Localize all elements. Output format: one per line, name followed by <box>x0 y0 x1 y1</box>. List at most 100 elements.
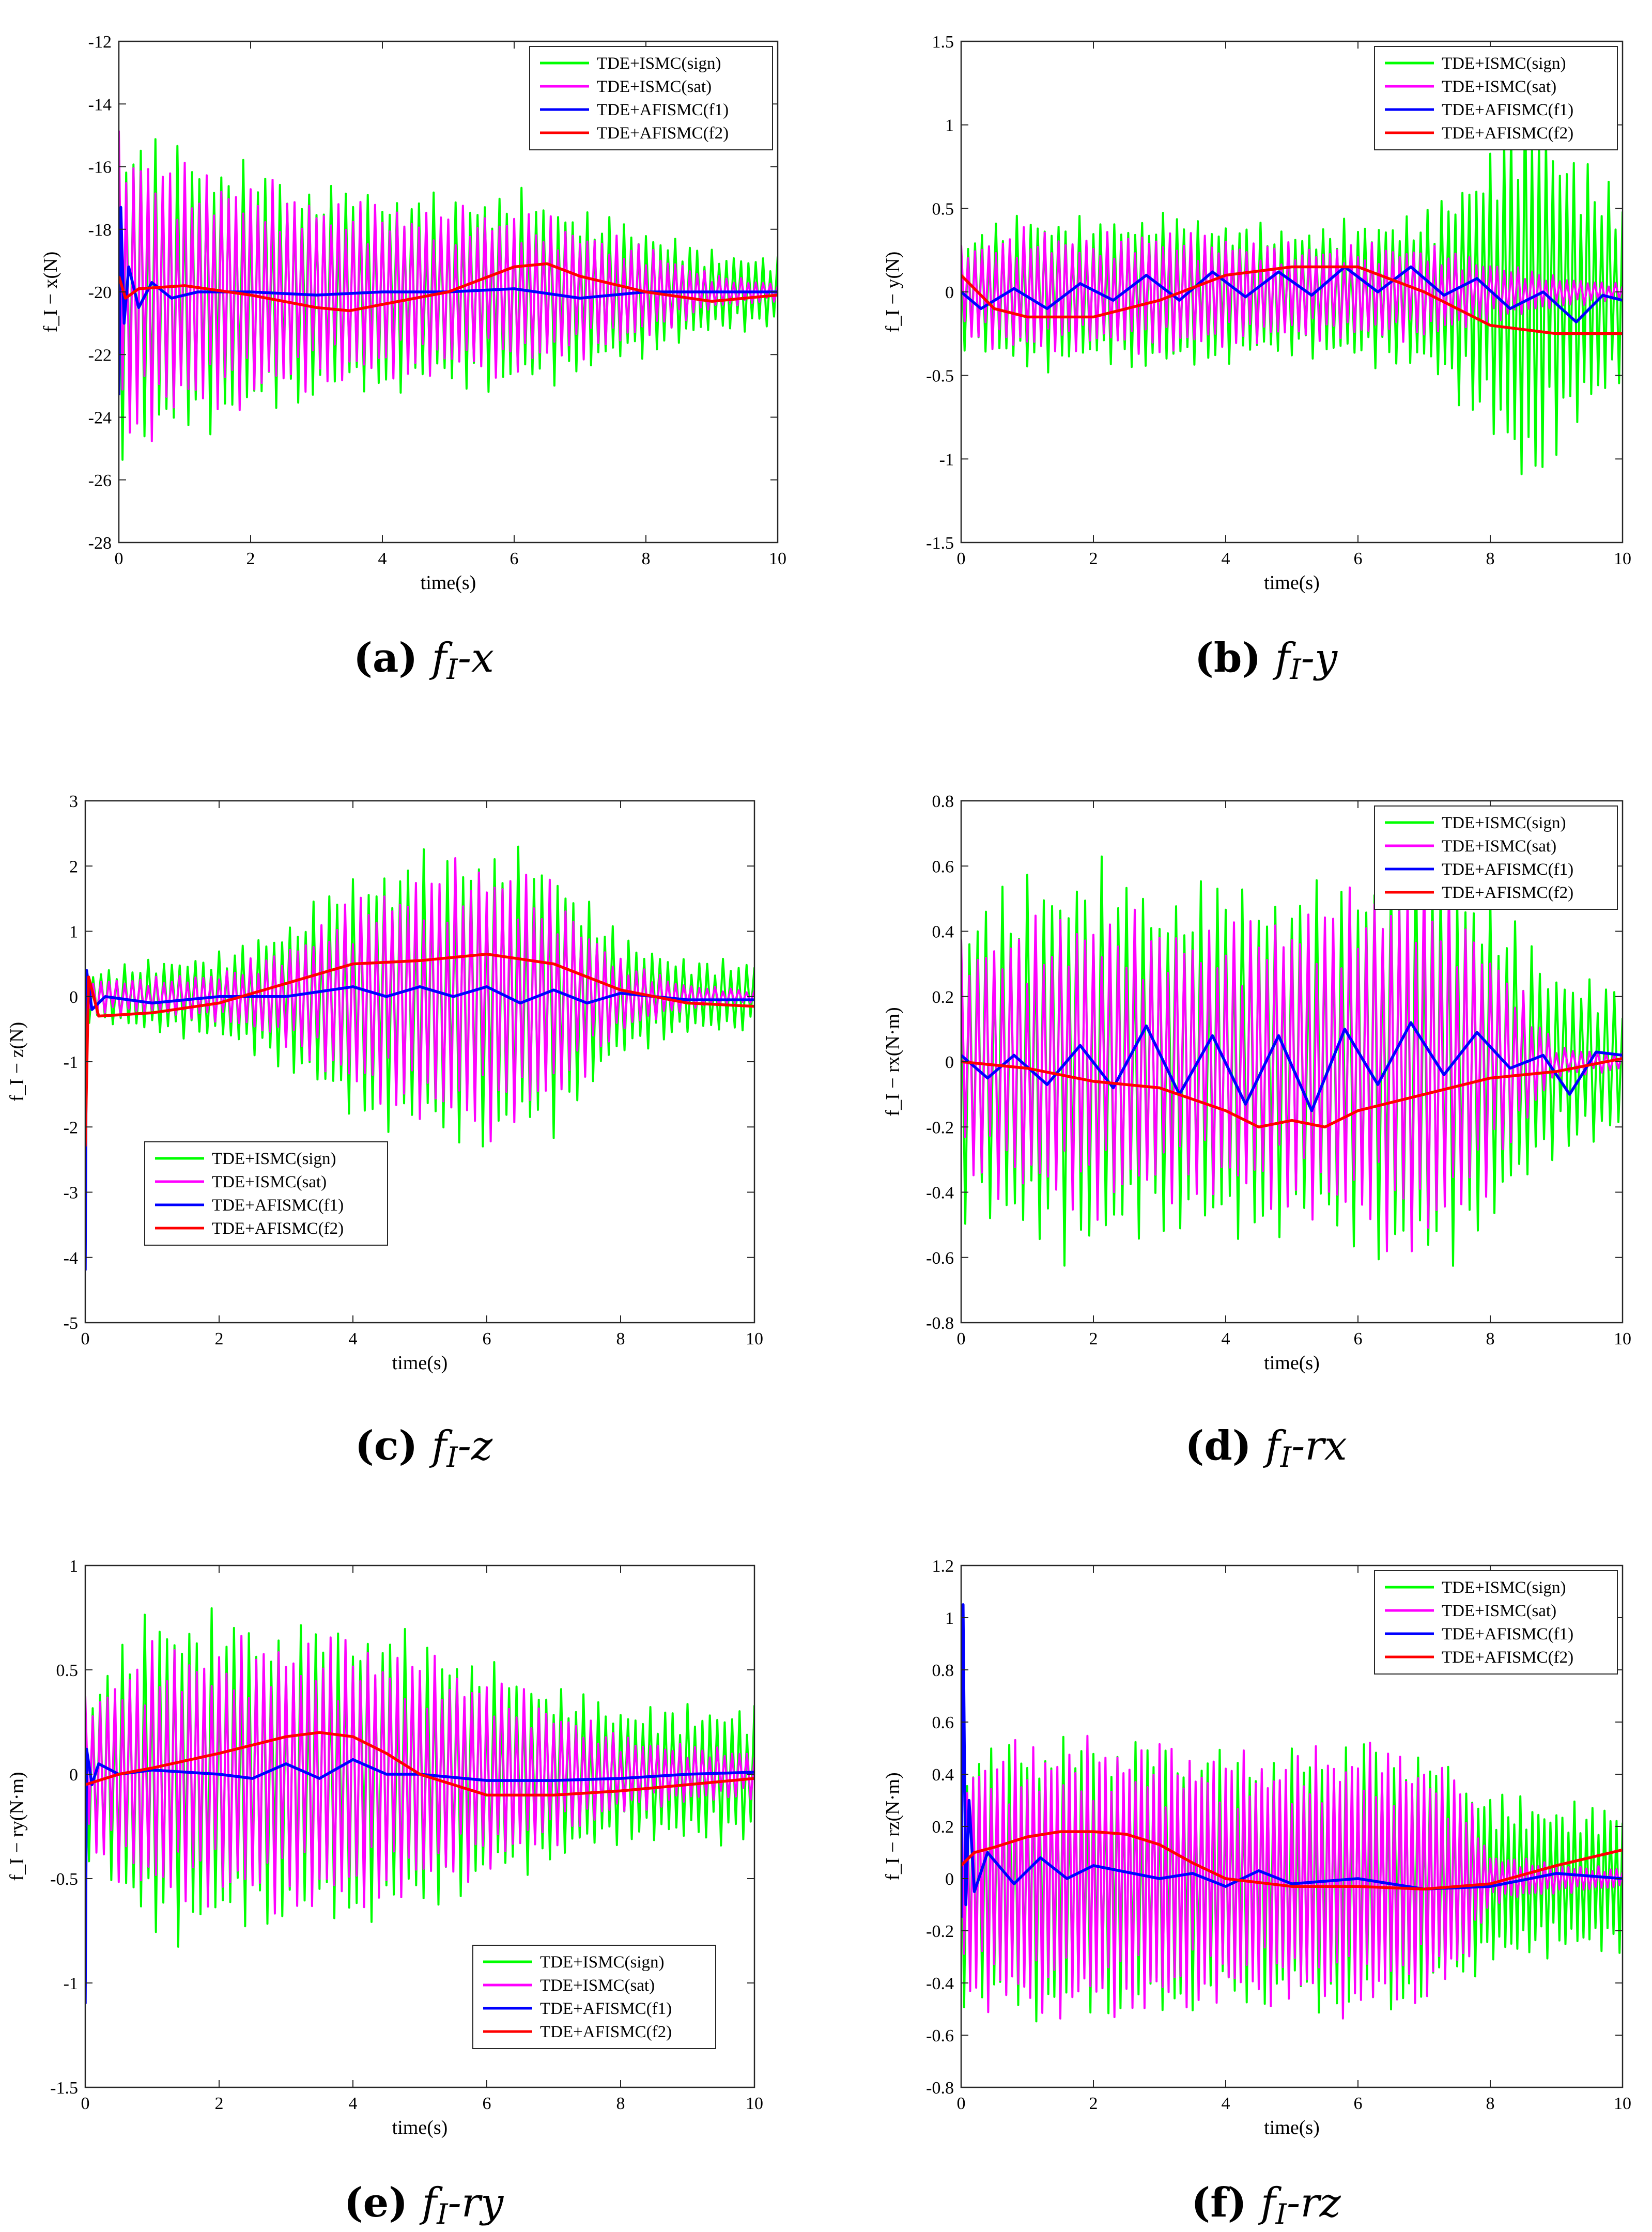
legend-label: TDE+ISMC(sign) <box>597 54 721 73</box>
caption-suffix: -rx <box>1291 1423 1347 1469</box>
y-tick-label: 0.6 <box>932 857 954 876</box>
y-tick-label: -1 <box>939 450 954 469</box>
y-tick-label: 2 <box>69 857 78 876</box>
series-line-tde-ismc-sat- <box>119 130 778 442</box>
y-tick-label: 0.6 <box>932 1713 954 1732</box>
x-tick-label: 8 <box>1486 1329 1495 1349</box>
series-line-tde-ismc-sat- <box>85 857 754 1143</box>
y-tick-label: -1.5 <box>926 534 954 553</box>
x-tick-label: 10 <box>1614 2094 1631 2113</box>
series-line-tde-ismc-sat- <box>85 1635 754 1915</box>
legend-label: TDE+AFISMC(f2) <box>1442 884 1573 902</box>
y-tick-label: 0.2 <box>932 1818 954 1837</box>
legend-label: TDE+ISMC(sat) <box>1442 837 1556 856</box>
chart-f: 0 2 4 6 8 10 -0.8 -0.6 -0.4 -0.2 0 0.2 0.4 0.6 0.8 1 1.2… <box>882 1557 1631 2230</box>
legend-label: TDE+ISMC(sign) <box>212 1150 336 1168</box>
x-tick-label: 8 <box>616 2094 625 2113</box>
x-tick-label: 4 <box>349 2094 358 2113</box>
caption-suffix: -y <box>1301 635 1338 681</box>
series-line-tde-afismc-f1- <box>961 265 1623 323</box>
x-tick-label: 10 <box>746 2094 763 2113</box>
y-tick-label: -22 <box>88 346 112 365</box>
x-tick-label: 2 <box>1089 549 1098 568</box>
legend-label: TDE+AFISMC(f1) <box>212 1196 344 1215</box>
panel-caption: (c) fI-z <box>355 1422 493 1474</box>
caption-suffix: -rz <box>1287 2180 1341 2226</box>
y-tick-label: 0 <box>945 1053 954 1072</box>
x-axis-label: time(s) <box>392 2117 448 2138</box>
plot-area-f <box>961 1603 1623 2023</box>
legend-label: TDE+AFISMC(f1) <box>1442 101 1573 119</box>
y-tick-label: -0.5 <box>926 367 954 386</box>
y-tick-label: -0.4 <box>926 1974 954 1993</box>
y-axis-label: f_I − ry(N·m) <box>6 1772 28 1881</box>
legend: TDE+ISMC(sign) TDE+ISMC(sat) TDE+AFISMC(f1… <box>529 46 773 150</box>
x-tick-label: 8 <box>1486 549 1495 568</box>
legend-label: TDE+AFISMC(f2) <box>212 1219 344 1238</box>
caption-subscript: I <box>1289 653 1302 686</box>
legend-label: TDE+AFISMC(f1) <box>1442 1625 1573 1644</box>
plot-area-c <box>85 845 754 1271</box>
legend: TDE+ISMC(sign) TDE+ISMC(sat) TDE+AFISMC(f1… <box>1374 1570 1618 1675</box>
caption-subscript: I <box>446 1441 458 1474</box>
y-tick-label: 0.4 <box>932 923 954 942</box>
plot-area-a <box>119 130 778 461</box>
caption-suffix: -ry <box>448 2180 504 2226</box>
y-axis-label: f_I − z(N) <box>6 1022 28 1102</box>
y-tick-label: -14 <box>88 95 112 114</box>
y-tick-label: -0.8 <box>926 1314 954 1333</box>
series-line-tde-afismc-f2- <box>85 1731 754 1797</box>
y-tick-label: 0.5 <box>932 199 954 219</box>
y-tick-label: -0.6 <box>926 2026 954 2045</box>
x-tick-label: 4 <box>1222 1329 1230 1349</box>
y-tick-label: -18 <box>88 221 112 240</box>
y-tick-label: -1 <box>64 1053 78 1072</box>
y-tick-label: -12 <box>88 33 112 52</box>
y-tick-label: -1 <box>64 1974 78 1993</box>
x-tick-label: 8 <box>616 1329 625 1349</box>
y-tick-label: -16 <box>88 158 112 177</box>
y-axis-label: f_I − y(N) <box>882 252 904 333</box>
y-tick-label: 1.5 <box>932 33 954 52</box>
y-axis-label: f_I − x(N) <box>40 252 61 333</box>
chart-b: 0 2 4 6 8 10 -1.5 -1 -0.5 0 0.5 1 1.5 time(s) f_I − y(… <box>882 33 1631 686</box>
plot-area-b <box>961 75 1623 475</box>
y-tick-label: 0.5 <box>56 1661 79 1680</box>
y-tick-label: 1 <box>69 1557 78 1576</box>
caption-letter: (e) <box>344 2179 422 2226</box>
caption-suffix: -z <box>458 1423 493 1469</box>
y-tick-label: 0 <box>69 1765 78 1785</box>
legend-label: TDE+ISMC(sat) <box>1442 78 1556 96</box>
y-tick-label: 1 <box>945 116 954 135</box>
caption-letter: (b) <box>1195 634 1275 681</box>
y-tick-label: 0.2 <box>932 988 954 1007</box>
x-tick-label: 4 <box>1222 549 1230 568</box>
x-tick-label: 2 <box>1089 1329 1098 1349</box>
y-tick-label: -0.2 <box>926 1922 954 1941</box>
series-line-tde-afismc-f2- <box>119 262 778 313</box>
x-axis-label: time(s) <box>421 572 476 594</box>
legend-label: TDE+ISMC(sat) <box>540 1976 655 1995</box>
x-tick-label: 2 <box>246 549 255 568</box>
legend: TDE+ISMC(sign) TDE+ISMC(sat) TDE+AFISMC(f1… <box>1374 805 1618 910</box>
caption-letter: (a) <box>353 634 432 681</box>
x-tick-label: 0 <box>81 1329 90 1349</box>
x-axis-label: time(s) <box>1264 572 1320 594</box>
plot-area-e <box>85 1607 754 2004</box>
y-tick-label: -0.2 <box>926 1118 954 1137</box>
y-tick-label: -0.5 <box>50 1870 78 1889</box>
x-tick-label: 6 <box>1354 1329 1363 1349</box>
legend-label: TDE+ISMC(sat) <box>1442 1602 1556 1620</box>
series-line-tde-ismc-sat- <box>961 226 1623 355</box>
x-tick-label: 2 <box>1089 2094 1098 2113</box>
y-tick-label: -3 <box>64 1184 78 1203</box>
y-tick-label: -0.6 <box>926 1249 954 1268</box>
x-tick-label: 6 <box>483 1329 491 1349</box>
series-line-tde-afismc-f2- <box>961 1830 1623 1890</box>
x-tick-label: 4 <box>378 549 387 568</box>
y-tick-label: -20 <box>88 283 112 302</box>
legend-label: TDE+ISMC(sign) <box>1442 54 1566 73</box>
y-tick-label: 0.8 <box>932 1661 954 1680</box>
legend-label: TDE+ISMC(sign) <box>1442 814 1566 832</box>
x-tick-label: 2 <box>215 1329 224 1349</box>
